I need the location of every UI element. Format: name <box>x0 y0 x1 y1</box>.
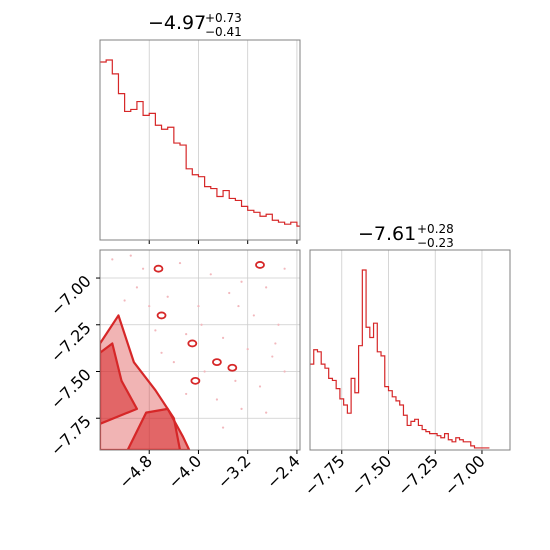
title-param-2-value: −7.61 <box>358 223 416 245</box>
x-tick-label-param-2: −7.00 <box>441 451 489 499</box>
histogram-step-line <box>100 59 300 227</box>
scatter-point <box>258 385 262 388</box>
scatter-point <box>265 411 268 414</box>
contour-island <box>255 261 265 269</box>
scatter-point <box>265 286 268 289</box>
scatter-point <box>221 336 225 339</box>
scatter-point <box>277 323 280 326</box>
title-param-2-upper: +0.28 <box>417 222 454 236</box>
y-tick-label-param-2: −7.00 <box>47 271 95 319</box>
scatter-point <box>221 426 225 429</box>
scatter-point <box>283 267 286 270</box>
scatter-point <box>252 314 255 317</box>
scatter-point <box>166 295 169 298</box>
x-tick-label-param-1: −2.4 <box>263 451 304 492</box>
contour-island <box>153 264 164 273</box>
x-tick-label-param-1: −4.0 <box>164 451 205 492</box>
scatter-point <box>129 254 132 257</box>
scatter-point <box>135 286 139 289</box>
y-tick-label-param-2: −7.75 <box>47 412 95 460</box>
contour-island <box>190 376 201 385</box>
histogram-param-1 <box>99 39 301 244</box>
scatter-point <box>185 333 188 336</box>
axes-frame <box>309 249 511 451</box>
scatter-point <box>197 304 200 308</box>
scatter-point <box>111 258 114 261</box>
x-tick-label-param-1: −3.2 <box>214 451 255 492</box>
title-param-1: −4.97 +0.73 −0.41 <box>148 11 242 39</box>
scatter-point <box>228 291 231 295</box>
scatter-point <box>185 392 188 396</box>
scatter-point <box>240 407 243 410</box>
title-param-2: −7.61 +0.28 −0.23 <box>358 222 454 250</box>
y-tick-label-param-2: −7.25 <box>47 318 95 366</box>
scatter-point <box>141 267 145 270</box>
x-tick-label-param-2: −7.25 <box>394 451 442 499</box>
scatter-point <box>123 299 126 302</box>
scatter-point <box>160 351 163 354</box>
scatter-point <box>237 304 240 308</box>
contour-inner <box>126 407 191 450</box>
scatter-point <box>246 347 249 351</box>
y-tick-label-param-2: −7.50 <box>47 365 95 413</box>
scatter-point <box>148 304 151 308</box>
title-param-1-lower: −0.41 <box>205 25 242 39</box>
scatter-point <box>200 323 203 326</box>
histogram-param-2: −7.75−7.50−7.25−7.00 <box>300 249 511 499</box>
scatter-point <box>203 370 206 373</box>
joint-plot-area <box>100 250 300 450</box>
x-tick-label-param-2: −7.75 <box>300 451 348 499</box>
joint-contour-plot: −4.8 −4.0 −3.2 −2.4 −7.00−7.25−7.50−7.75 <box>47 249 304 492</box>
title-param-1-value: −4.97 <box>148 12 206 34</box>
contour-island <box>156 311 167 320</box>
title-param-2-lower: −0.23 <box>417 236 454 250</box>
scatter-point <box>274 342 277 345</box>
histogram-step-line <box>310 269 490 449</box>
contour-inner <box>100 342 139 425</box>
scatter-point <box>271 355 274 358</box>
scatter-point <box>209 273 212 276</box>
x-tick-label-param-1: −4.8 <box>115 451 156 492</box>
contour-island <box>187 339 198 348</box>
x-tick-label-param-2: −7.50 <box>347 451 395 499</box>
scatter-point <box>178 261 182 265</box>
contour-island <box>212 358 222 367</box>
axes-frame <box>99 39 301 241</box>
title-param-1-upper: +0.73 <box>205 11 242 25</box>
scatter-point <box>240 280 243 283</box>
contour-island <box>227 363 238 372</box>
axes-frame <box>99 249 301 451</box>
scatter-point <box>172 361 175 364</box>
scatter-point <box>283 370 286 373</box>
scatter-point <box>234 379 237 382</box>
scatter-point <box>154 329 157 332</box>
scatter-point <box>215 398 219 401</box>
